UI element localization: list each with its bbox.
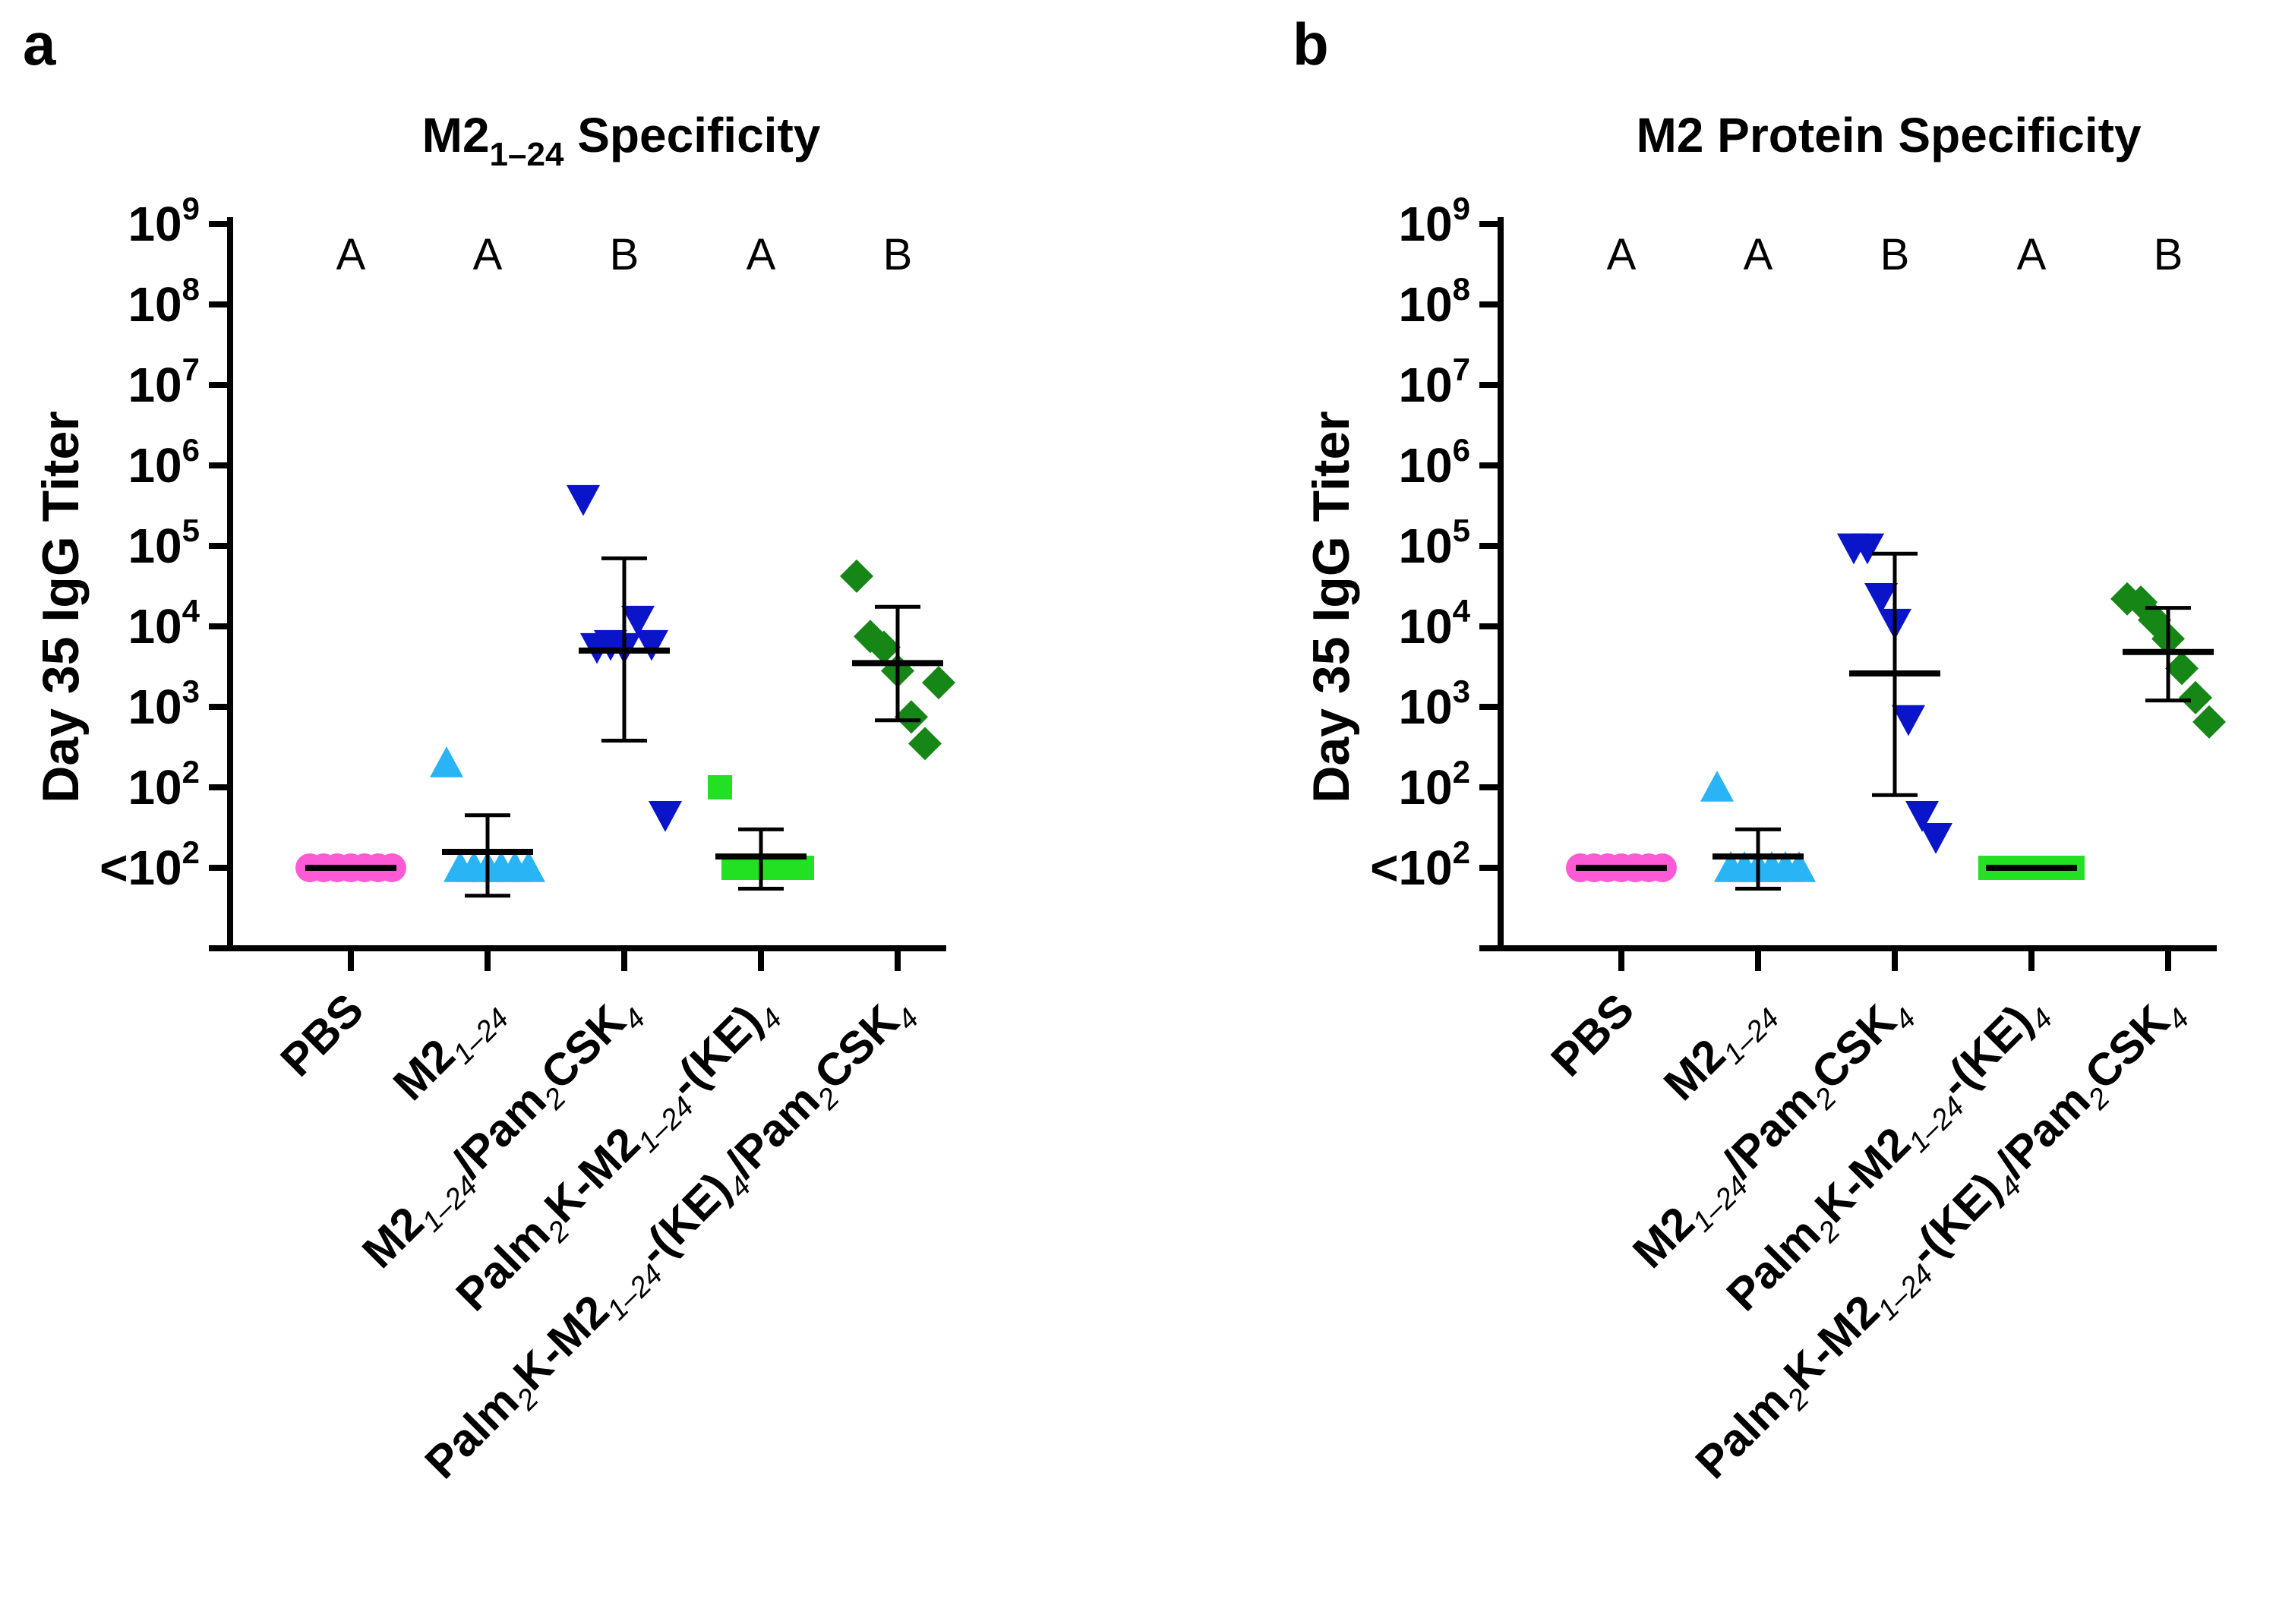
significance-letter: B [610, 230, 639, 279]
data-point [1851, 533, 1884, 565]
data-point [2179, 680, 2212, 714]
y-tick-label: 106 [1398, 432, 1470, 493]
panel-letter: a [23, 11, 56, 77]
group-1: PBS A [271, 230, 406, 1086]
data-point [1905, 801, 1939, 832]
significance-letter: B [2154, 230, 2183, 279]
y-tick-label: 108 [128, 271, 200, 332]
significance-letter: A [336, 230, 366, 279]
data-point [1700, 771, 1734, 802]
significance-letter: A [1607, 230, 1637, 279]
data-point [908, 727, 942, 761]
x-tick-label: M21–24 [384, 984, 515, 1115]
y-tick-label: 103 [1398, 673, 1470, 734]
panel-b: b M2 Protein Specificity Day 35 IgG Titer<… [1293, 11, 2226, 1488]
data-point [840, 559, 873, 593]
panel-letter: b [1293, 11, 1329, 77]
group-2: M21–24 A [384, 230, 545, 1115]
y-tick-label: 109 [128, 191, 200, 251]
y-tick-label: 107 [128, 352, 200, 412]
significance-letter: A [2017, 230, 2047, 279]
y-tick-label: 104 [1398, 593, 1470, 654]
data-point [635, 629, 668, 661]
axes: <102 102 103 104 105 106 107 108 109 [1370, 191, 2217, 951]
chart-title: M2 Protein Specificity [1636, 108, 2141, 162]
group-1: PBS A [1542, 230, 1677, 1086]
significance-letter: B [883, 230, 913, 279]
x-tick-label: PBS [1542, 984, 1644, 1086]
data-point [867, 630, 901, 664]
data-point [1864, 582, 1898, 614]
y-tick-label: 108 [1398, 271, 1470, 332]
significance-letter: A [747, 230, 776, 279]
y-tick-label: 103 [128, 673, 200, 734]
data-point [621, 605, 655, 637]
y-tick-label: 102 [1398, 754, 1470, 815]
data-point [1892, 705, 1925, 736]
significance-letter: A [473, 230, 503, 279]
y-tick-label: 102 [128, 754, 200, 815]
data-point [430, 746, 463, 777]
y-tick-label: 105 [1398, 512, 1470, 573]
data-point [922, 666, 955, 700]
data-point [708, 775, 732, 799]
y-tick-label: <102 [99, 834, 200, 895]
significance-letter: A [1744, 230, 1773, 279]
axes: <102 102 103 104 105 106 107 108 109 [99, 191, 946, 951]
y-axis-label: Day 35 IgG Titer [32, 411, 90, 803]
data-point [1919, 822, 1952, 854]
chart-title: M21–24 Specificity [422, 108, 821, 173]
y-axis-label: Day 35 IgG Titer [1302, 411, 1360, 803]
panel-a: a M21–24 Specificity Day 35 IgG Titer<102 1… [23, 11, 955, 1488]
x-tick-label: PBS [271, 984, 374, 1086]
data-point [895, 700, 928, 734]
y-tick-label: 106 [128, 432, 200, 493]
data-point [790, 856, 814, 880]
y-tick-label: <102 [1370, 834, 1470, 895]
data-point [649, 801, 682, 832]
data-point [2192, 705, 2226, 739]
y-tick-label: 105 [128, 512, 200, 573]
y-tick-label: 104 [128, 593, 200, 654]
data-point [512, 851, 545, 882]
x-tick-label: M21–24 [1654, 984, 1785, 1115]
group-2: M21–24 A [1654, 230, 1816, 1115]
data-point [2165, 651, 2199, 686]
significance-letter: B [1880, 230, 1910, 279]
data-point [1782, 851, 1816, 882]
y-tick-label: 109 [1398, 191, 1470, 251]
y-tick-label: 107 [1398, 352, 1470, 412]
data-point [567, 484, 600, 516]
